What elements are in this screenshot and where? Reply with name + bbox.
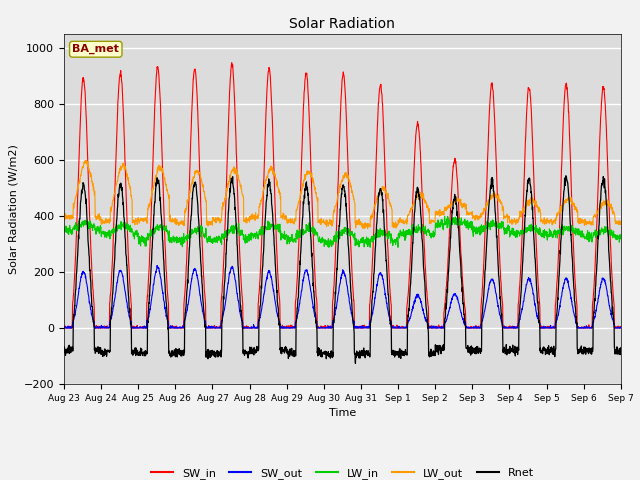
Y-axis label: Solar Radiation (W/m2): Solar Radiation (W/m2) — [8, 144, 18, 274]
Title: Solar Radiation: Solar Radiation — [289, 17, 396, 31]
X-axis label: Time: Time — [329, 408, 356, 418]
Text: BA_met: BA_met — [72, 44, 119, 54]
Legend: SW_in, SW_out, LW_in, LW_out, Rnet: SW_in, SW_out, LW_in, LW_out, Rnet — [147, 464, 538, 480]
